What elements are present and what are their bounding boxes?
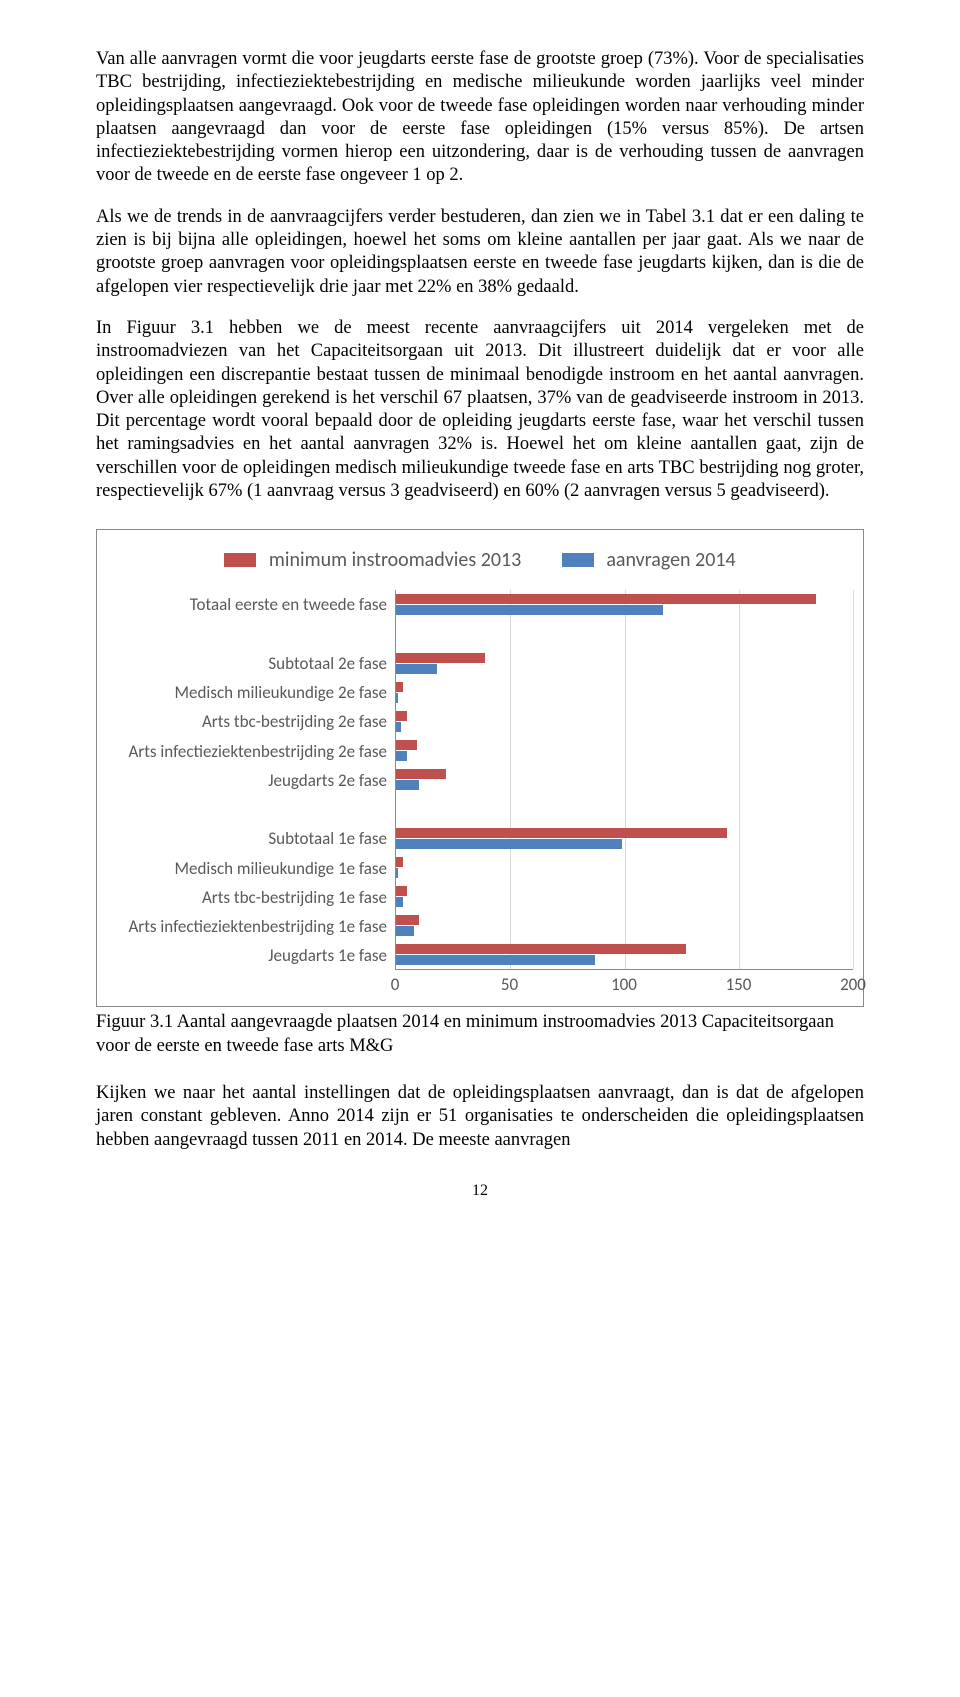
bar-aanvragen [396,780,419,790]
bar-minimum-instroomadvies [396,857,403,867]
chart-row [396,678,853,707]
chart-plot-area [395,590,853,970]
chart-row [396,707,853,736]
chart-row-spacer [107,620,387,649]
bar-minimum-instroomadvies [396,828,727,838]
bar-aanvragen [396,605,663,615]
chart-row [396,824,853,853]
chart-row [396,882,853,911]
legend-label-red: minimum instroomadvies 2013 [269,548,521,572]
chart-x-axis: 050100150200 [395,974,853,996]
paragraph-1: Van alle aanvragen vormt die voor jeugda… [96,48,864,188]
chart-y-labels: Totaal eerste en tweede fase Subtotaal 2e… [107,590,395,970]
bar-aanvragen [396,693,398,703]
legend-swatch-blue [562,553,594,567]
figure-3-1-chart: minimum instroomadvies 2013 aanvragen 20… [96,529,864,1007]
bar-aanvragen [396,664,437,674]
chart-category-label: Subtotaal 1e fase [107,824,387,853]
chart-row [396,736,853,765]
gridline [853,590,854,969]
chart-body: Totaal eerste en tweede fase Subtotaal 2e… [107,590,853,970]
chart-category-label: Medisch milieukundige 1e fase [107,853,387,882]
bar-minimum-instroomadvies [396,594,816,604]
bar-minimum-instroomadvies [396,711,407,721]
legend-item-blue: aanvragen 2014 [562,548,736,572]
bar-minimum-instroomadvies [396,740,417,750]
x-tick-label: 100 [611,974,637,995]
paragraph-3: In Figuur 3.1 hebben we de meest recente… [96,317,864,503]
bar-minimum-instroomadvies [396,653,485,663]
chart-category-label: Totaal eerste en tweede fase [107,590,387,619]
chart-row [396,940,853,969]
bar-aanvragen [396,751,407,761]
figure-caption: Figuur 3.1 Aantal aangevraagde plaatsen … [96,1011,864,1058]
page-number: 12 [96,1182,864,1200]
bar-minimum-instroomadvies [396,682,403,692]
bar-minimum-instroomadvies [396,769,446,779]
chart-category-label: Arts infectieziektenbestrijding 2e fase [107,737,387,766]
chart-category-label: Medisch milieukundige 2e fase [107,678,387,707]
bar-aanvragen [396,926,414,936]
chart-category-label: Arts infectieziektenbestrijding 1e fase [107,912,387,941]
bar-aanvragen [396,955,595,965]
chart-row [396,649,853,678]
x-tick-label: 50 [501,974,518,995]
bar-minimum-instroomadvies [396,915,419,925]
chart-category-label: Jeugdarts 1e fase [107,941,387,970]
legend-item-red: minimum instroomadvies 2013 [224,548,525,572]
bar-aanvragen [396,839,622,849]
chart-row [396,765,853,794]
bar-aanvragen [396,868,398,878]
chart-category-label: Subtotaal 2e fase [107,649,387,678]
chart-category-label: Jeugdarts 2e fase [107,766,387,795]
x-tick-label: 150 [726,974,752,995]
chart-row-spacer [396,620,853,649]
bar-aanvragen [396,722,401,732]
paragraph-4: Kijken we naar het aantal instellingen d… [96,1082,864,1152]
chart-row [396,590,853,619]
paragraph-2: Als we de trends in de aanvraagcijfers v… [96,206,864,299]
x-tick-label: 0 [391,974,400,995]
page: Van alle aanvragen vormt die voor jeugda… [0,0,960,1240]
bar-minimum-instroomadvies [396,944,686,954]
chart-category-label: Arts tbc-bestrijding 2e fase [107,707,387,736]
chart-row [396,853,853,882]
chart-row [396,911,853,940]
bar-aanvragen [396,897,403,907]
legend-label-blue: aanvragen 2014 [606,548,735,572]
chart-row-spacer [107,795,387,824]
chart-legend: minimum instroomadvies 2013 aanvragen 20… [107,540,853,590]
chart-category-label: Arts tbc-bestrijding 1e fase [107,883,387,912]
bar-minimum-instroomadvies [396,886,407,896]
chart-row-spacer [396,794,853,823]
chart-rows [396,590,853,969]
x-tick-label: 200 [840,974,866,995]
legend-swatch-red [224,553,256,567]
